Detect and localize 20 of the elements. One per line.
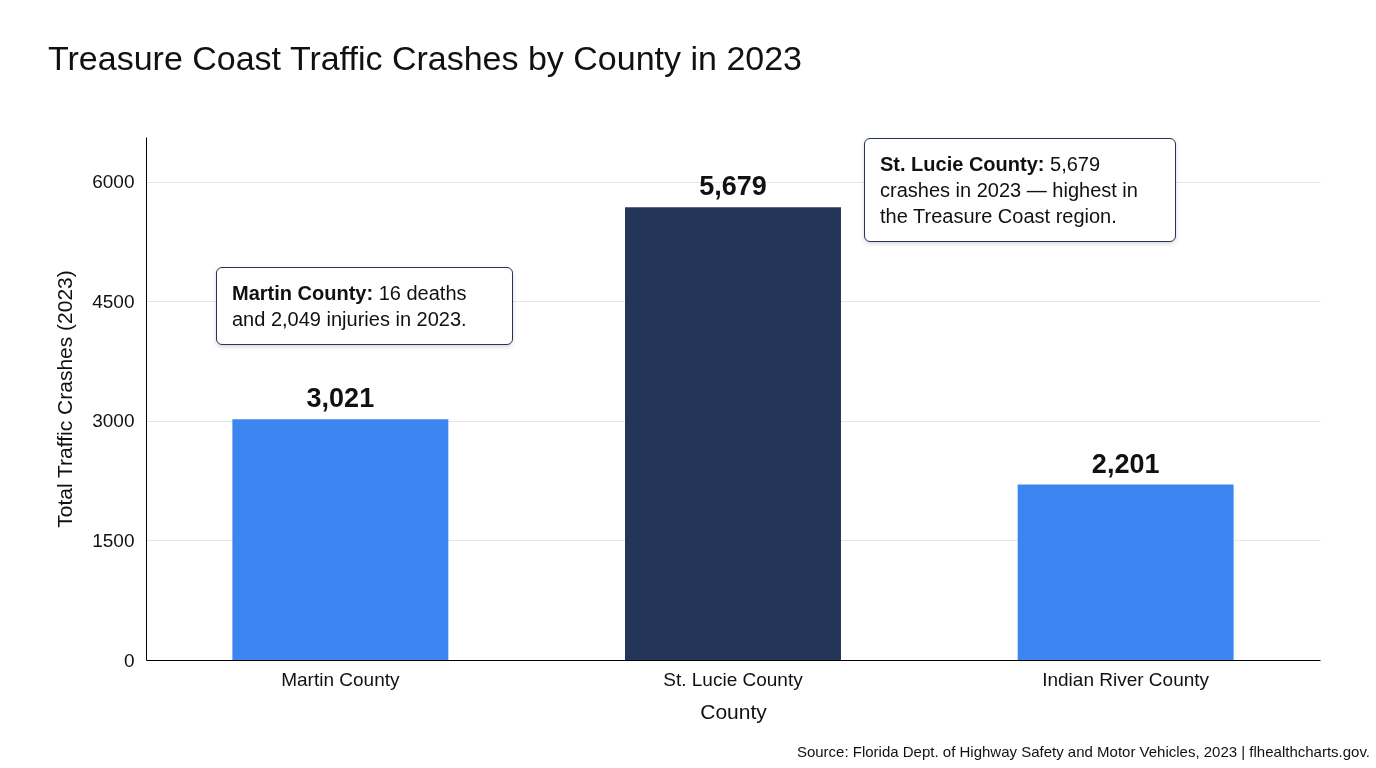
- source-note: Source: Florida Dept. of Highway Safety and Motor Vehicles, 2023 | flhealthcharts.gov.: [796, 743, 1370, 760]
- y-tick-label: 4500: [92, 290, 135, 312]
- y-tick-label: 1500: [92, 529, 135, 551]
- x-tick-label: Indian River County: [1042, 668, 1210, 690]
- bar: [232, 419, 449, 660]
- data-label: 3,021: [306, 383, 375, 414]
- annotation: St. Lucie County: 5,679 crashes in 2023 — highest in the Treasure Coast region.: [864, 138, 1176, 242]
- y-axis-title: Total Traffic Crashes (2023): [53, 270, 77, 528]
- y-tick-label: 6000: [92, 171, 135, 193]
- chart-title: Treasure Coast Traffic Crashes by County in 2023: [48, 39, 803, 77]
- data-label: 5,679: [699, 171, 767, 202]
- y-tick-label: 3000: [92, 410, 135, 432]
- bar: [625, 207, 841, 660]
- x-axis-title: County: [700, 699, 768, 723]
- x-tick-label: St. Lucie County: [663, 668, 804, 690]
- data-label: 2,201: [1091, 448, 1160, 479]
- x-tick-label: Martin County: [281, 668, 400, 690]
- bar: [1017, 484, 1234, 660]
- annotation: Martin County: 16 deaths and 2,049 injuries in 2023.: [216, 267, 513, 345]
- y-tick-label: 0: [123, 649, 135, 671]
